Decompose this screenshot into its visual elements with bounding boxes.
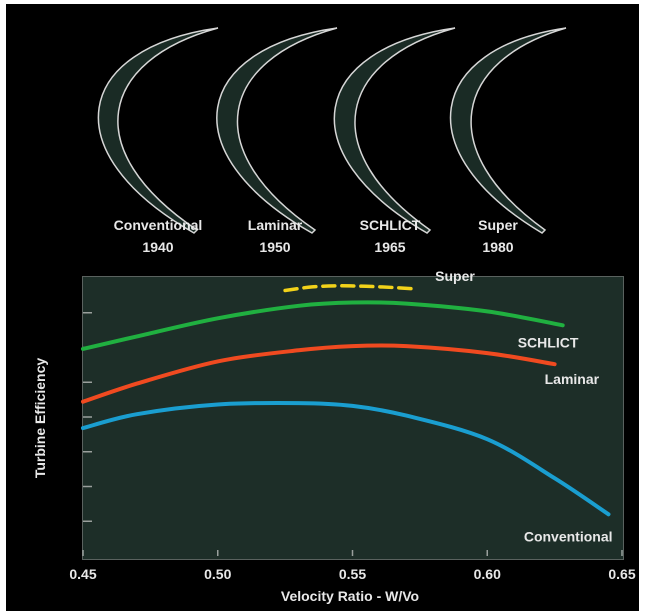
series-lines xyxy=(81,284,611,517)
x-tick-label: 0.45 xyxy=(69,566,96,582)
blade-year-super: 1980 xyxy=(482,239,513,255)
axis-ticks: 0.45 0.50 0.55 0.60 0.65 xyxy=(69,312,636,582)
blade-year-conventional: 1940 xyxy=(142,239,173,255)
blade-laminar xyxy=(216,27,338,234)
series-label-super: Super xyxy=(435,268,475,284)
x-tick-label: 0.55 xyxy=(339,566,366,582)
series-label-laminar: Laminar xyxy=(545,371,600,387)
blade-row xyxy=(97,27,567,234)
blade-label-schlict: SCHLICT xyxy=(360,217,421,233)
blade-labels: Conventional 1940 Laminar 1950 SCHLICT 1… xyxy=(114,217,519,255)
blade-year-laminar: 1950 xyxy=(259,239,290,255)
x-tick-label: 0.50 xyxy=(204,566,231,582)
series-line-conventional xyxy=(81,400,611,517)
x-tick-label: 0.60 xyxy=(474,566,501,582)
y-axis-label: Turbine Efficiency xyxy=(32,358,48,479)
blade-label-conventional: Conventional xyxy=(114,217,203,233)
blade-conventional xyxy=(97,27,219,234)
blade-label-super: Super xyxy=(478,217,518,233)
series-labels: Super SCHLICT Laminar Conventional xyxy=(435,268,612,544)
series-line-laminar xyxy=(81,343,557,404)
x-axis-label: Velocity Ratio - W/Vo xyxy=(281,588,419,604)
series-label-conventional: Conventional xyxy=(524,528,613,544)
blade-super xyxy=(449,27,567,234)
series-label-schlict: SCHLICT xyxy=(518,334,579,350)
series-line-super xyxy=(283,284,419,293)
blade-schlict xyxy=(333,27,456,234)
blade-year-schlict: 1965 xyxy=(374,239,405,255)
plot-area xyxy=(82,276,624,560)
x-tick-label: 0.65 xyxy=(608,566,635,582)
blade-label-laminar: Laminar xyxy=(248,217,303,233)
series-line-schlict xyxy=(81,300,565,351)
